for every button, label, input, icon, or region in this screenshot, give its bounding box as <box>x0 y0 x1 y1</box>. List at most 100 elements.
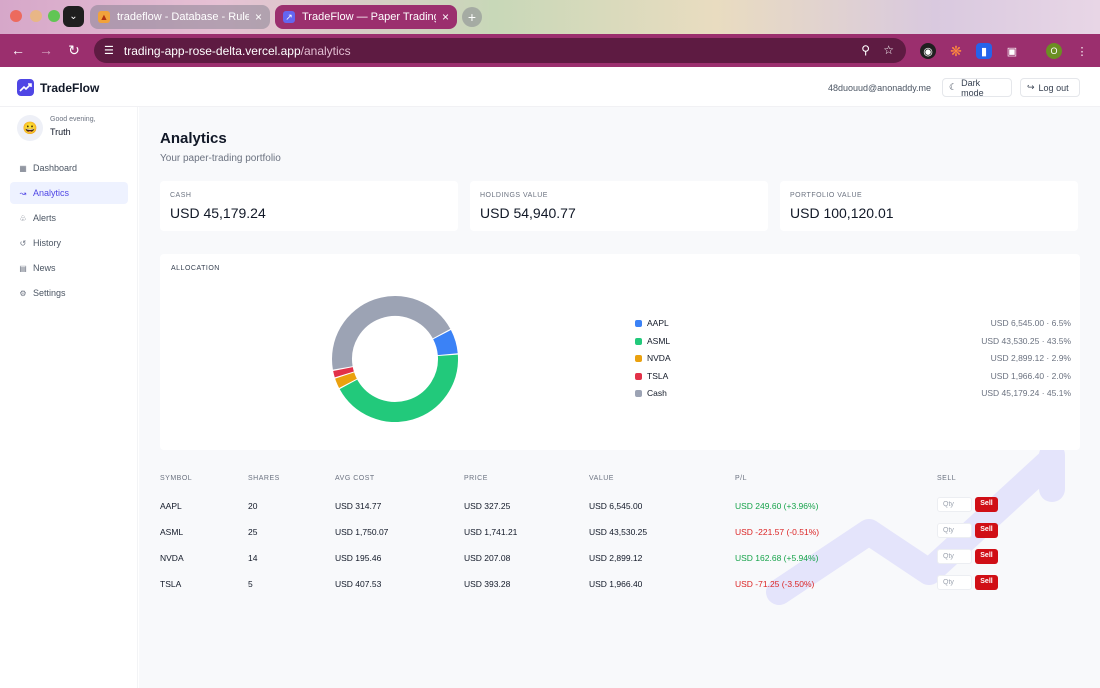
main-content: Analytics Your paper-trading portfolio C… <box>139 107 1100 688</box>
legend-item-cash: Cash USD 45,179.24 · 45.1% <box>635 386 1071 404</box>
dark-mode-label: Dark mode <box>961 77 984 98</box>
legend-item-asml: ASML USD 43,530.25 · 43.5% <box>635 334 1071 352</box>
column-header-sell: SELL <box>937 475 957 482</box>
new-tab-button[interactable]: + <box>462 7 482 27</box>
sidebar-item-label: Dashboard <box>33 163 78 173</box>
sell-button[interactable]: Sell <box>975 497 998 512</box>
brand-name[interactable]: TradeFlow <box>40 81 100 95</box>
close-tab-icon[interactable]: × <box>254 10 262 24</box>
legend-value: USD 6,545.00 · 6.5% <box>990 318 1071 328</box>
extension-sun-icon[interactable]: ❋ <box>950 42 962 59</box>
moon-icon: ☾ <box>949 82 958 92</box>
logout-label: Log out <box>1038 82 1069 93</box>
legend-name: ASML <box>647 335 671 346</box>
quantity-input[interactable]: Qty <box>937 549 972 564</box>
column-header-pl: P/L <box>735 475 748 482</box>
forward-arrow-icon[interactable]: → <box>39 42 53 58</box>
sidebar-item-history[interactable]: ↺ History <box>10 232 128 254</box>
tab-search-button[interactable]: ⌄ <box>63 6 84 27</box>
table-row: TSLA 5 USD 407.53 USD 393.28 USD 1,966.4… <box>160 572 1080 598</box>
legend-item-aapl: AAPL USD 6,545.00 · 6.5% <box>635 316 1071 334</box>
legend-value: USD 2,899.12 · 2.9% <box>990 353 1071 363</box>
extensions-puzzle-icon[interactable]: ▣ <box>1006 45 1018 58</box>
donut-slice-aapl <box>432 330 458 356</box>
cell-value: USD 1,966.40 <box>589 579 643 589</box>
gear-icon: ⚙ <box>19 288 27 298</box>
extension-shield-icon[interactable]: ▮ <box>976 43 992 59</box>
sidebar-item-analytics[interactable]: ↝ Analytics <box>10 182 128 204</box>
dark-mode-button[interactable]: ☾ Dark mode <box>942 77 1012 98</box>
column-header-shares: SHARES <box>248 475 280 482</box>
portfolio-value: USD 100,120.01 <box>790 205 894 221</box>
address-bar[interactable]: ☰ trading-app-rose-delta.vercel.app/anal… <box>94 38 906 63</box>
site-settings-icon[interactable]: ☰ <box>104 45 114 57</box>
cell-price: USD 327.25 <box>464 501 511 511</box>
zoom-icon[interactable]: ⚲ <box>861 43 870 57</box>
sidebar-item-dashboard[interactable]: ▦ Dashboard <box>10 157 128 179</box>
legend-swatch <box>635 372 642 380</box>
sell-button[interactable]: Sell <box>975 575 998 590</box>
extension-icon[interactable]: ◉ <box>920 43 936 59</box>
avatar[interactable]: 😀 <box>17 115 43 141</box>
cell-value: USD 43,530.25 <box>589 527 648 537</box>
quantity-input[interactable]: Qty <box>937 523 972 538</box>
close-window-button[interactable] <box>10 10 22 22</box>
cell-value: USD 2,899.12 <box>589 553 643 563</box>
sidebar-item-settings[interactable]: ⚙ Settings <box>10 282 128 304</box>
sidebar-item-news[interactable]: ▤ News <box>10 257 128 279</box>
legend-item-tsla: TSLA USD 1,966.40 · 2.0% <box>635 369 1071 387</box>
logout-icon: ↪ <box>1027 82 1035 92</box>
browser-tab-database[interactable]: ▲ tradeflow - Database - Rules × <box>90 5 270 29</box>
column-header-symbol: SYMBOL <box>160 475 193 482</box>
donut-slice-asml <box>339 354 458 422</box>
donut-slice-tsla <box>333 367 354 378</box>
sell-button[interactable]: Sell <box>975 549 998 564</box>
bookmark-star-icon[interactable]: ☆ <box>883 43 894 57</box>
tradeflow-logo-icon <box>17 79 34 96</box>
cell-price: USD 1,741.21 <box>464 527 518 537</box>
cell-pl: USD 249.60 (+3.96%) <box>735 501 819 511</box>
close-tab-icon[interactable]: × <box>441 10 449 24</box>
legend-name: AAPL <box>647 318 669 328</box>
reload-icon[interactable]: ↻ <box>68 42 80 58</box>
cash-label: CASH <box>170 192 192 199</box>
holdings-label: HOLDINGS VALUE <box>480 192 548 199</box>
sell-button[interactable]: Sell <box>975 523 998 538</box>
browser-tab-tradeflow[interactable]: ↗ TradeFlow — Paper Trading × <box>275 5 457 29</box>
quantity-input[interactable]: Qty <box>937 575 972 590</box>
cell-pl: USD -71.25 (-3.50%) <box>735 579 815 589</box>
allocation-card: ALLOCATION AAPL USD 6,545.00 · 6.5% ASML… <box>160 254 1080 450</box>
sidebar-item-label: Settings <box>33 288 66 298</box>
cash-value: USD 45,179.24 <box>170 205 266 221</box>
cash-card: CASH USD 45,179.24 <box>160 181 458 231</box>
sidebar: 😀 Good evening, Truth ▦ Dashboard ↝ Anal… <box>0 107 138 688</box>
holdings-card: HOLDINGS VALUE USD 54,940.77 <box>470 181 768 231</box>
allocation-donut-chart <box>332 296 458 422</box>
bell-icon: ♧ <box>19 213 27 223</box>
legend-value: USD 43,530.25 · 43.5% <box>981 335 1071 346</box>
tab-title: tradeflow - Database - Rules <box>117 11 249 23</box>
legend-swatch <box>635 390 642 397</box>
history-icon: ↺ <box>19 238 27 248</box>
tab-title: TradeFlow — Paper Trading <box>302 11 436 23</box>
maximize-window-button[interactable] <box>48 10 60 22</box>
minimize-window-button[interactable] <box>30 10 42 22</box>
profile-avatar[interactable]: O <box>1046 43 1062 59</box>
legend-swatch <box>635 337 642 345</box>
user-name: Truth <box>50 127 71 137</box>
page-title: Analytics <box>160 130 227 147</box>
table-row: NVDA 14 USD 195.46 USD 207.08 USD 2,899.… <box>160 546 1080 572</box>
browser-tab-strip: ⌄ ▲ tradeflow - Database - Rules × ↗ Tra… <box>0 0 1100 34</box>
portfolio-card: PORTFOLIO VALUE USD 100,120.01 <box>780 181 1078 231</box>
logout-button[interactable]: ↪ Log out <box>1020 78 1080 97</box>
browser-menu-icon[interactable]: ⋮ <box>1076 45 1088 58</box>
table-row: ASML 25 USD 1,750.07 USD 1,741.21 USD 43… <box>160 520 1080 546</box>
holdings-value: USD 54,940.77 <box>480 205 576 221</box>
chevron-down-icon: ⌄ <box>69 11 78 22</box>
quantity-input[interactable]: Qty <box>937 497 972 512</box>
back-arrow-icon[interactable]: ← <box>11 42 25 58</box>
table-row: AAPL 20 USD 314.77 USD 327.25 USD 6,545.… <box>160 494 1080 520</box>
sidebar-item-alerts[interactable]: ♧ Alerts <box>10 207 128 229</box>
sidebar-item-label: History <box>33 238 62 248</box>
cell-symbol: NVDA <box>160 553 184 563</box>
